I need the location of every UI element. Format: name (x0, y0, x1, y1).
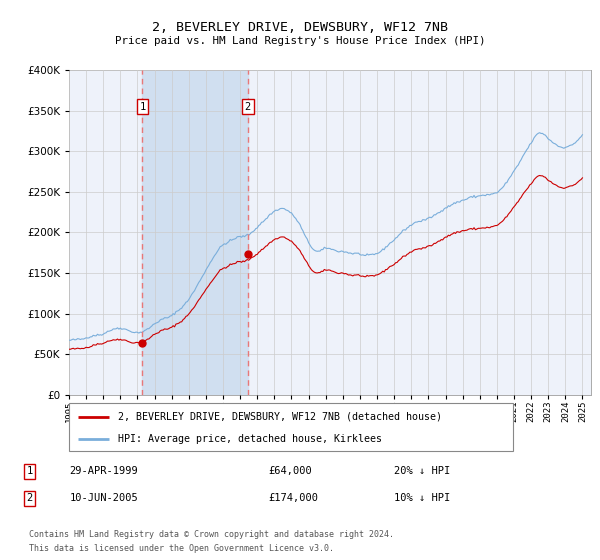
Text: 2, BEVERLEY DRIVE, DEWSBURY, WF12 7NB: 2, BEVERLEY DRIVE, DEWSBURY, WF12 7NB (152, 21, 448, 34)
Text: 29-APR-1999: 29-APR-1999 (70, 466, 138, 476)
Text: Contains HM Land Registry data © Crown copyright and database right 2024.: Contains HM Land Registry data © Crown c… (29, 530, 394, 539)
Text: 20% ↓ HPI: 20% ↓ HPI (394, 466, 451, 476)
Bar (142, 70, 248, 395)
Text: 2: 2 (245, 101, 251, 111)
Text: 1: 1 (139, 101, 146, 111)
Text: Price paid vs. HM Land Registry's House Price Index (HPI): Price paid vs. HM Land Registry's House … (115, 36, 485, 46)
Text: 10-JUN-2005: 10-JUN-2005 (70, 493, 138, 503)
Text: This data is licensed under the Open Government Licence v3.0.: This data is licensed under the Open Gov… (29, 544, 334, 553)
Text: 2: 2 (26, 493, 32, 503)
Text: £64,000: £64,000 (269, 466, 313, 476)
Text: 2, BEVERLEY DRIVE, DEWSBURY, WF12 7NB (detached house): 2, BEVERLEY DRIVE, DEWSBURY, WF12 7NB (d… (118, 412, 442, 422)
Text: £174,000: £174,000 (269, 493, 319, 503)
Text: 1: 1 (26, 466, 32, 476)
Text: 10% ↓ HPI: 10% ↓ HPI (394, 493, 451, 503)
Text: HPI: Average price, detached house, Kirklees: HPI: Average price, detached house, Kirk… (118, 434, 382, 444)
